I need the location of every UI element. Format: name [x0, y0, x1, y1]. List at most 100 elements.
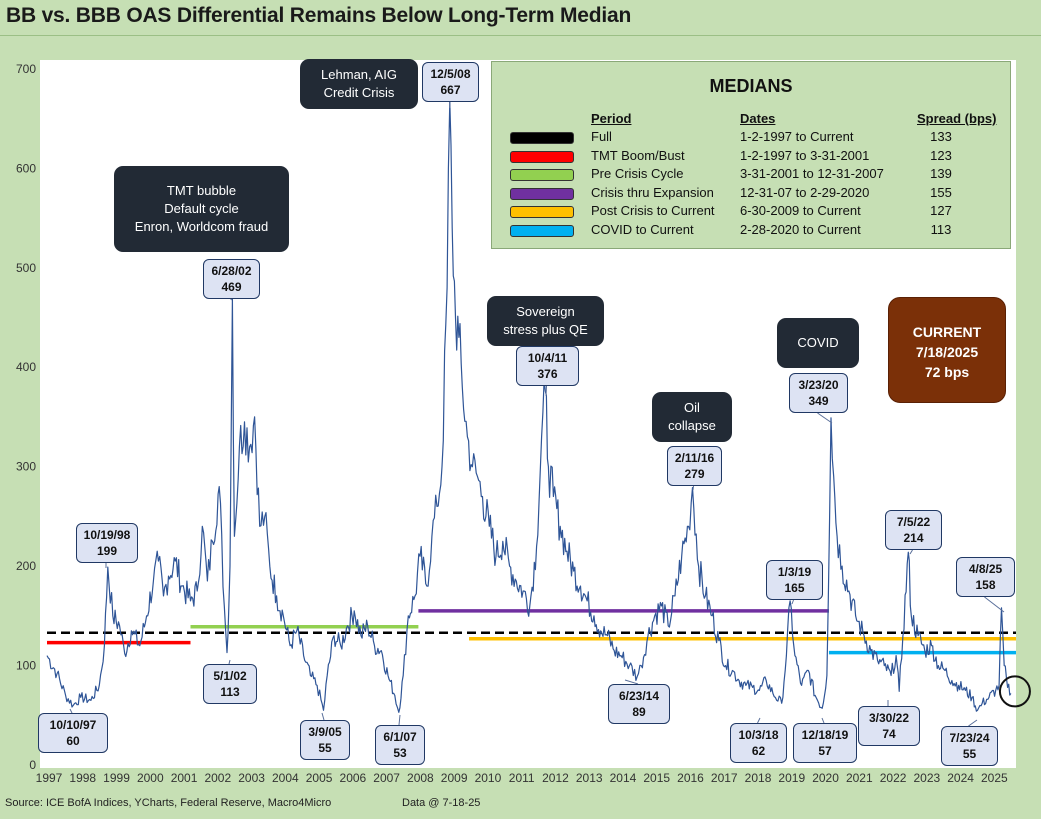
x-tick-label: 2025 [981, 771, 1008, 785]
x-tick-label: 2005 [306, 771, 333, 785]
medians-spread: 139 [930, 166, 952, 181]
callout-leader-lines [69, 101, 1005, 727]
x-tick-label: 2010 [475, 771, 502, 785]
callout-box: 4/8/25 158 [956, 557, 1015, 597]
x-tick-label: 2021 [846, 771, 873, 785]
callout-box: 7/5/22 214 [885, 510, 942, 550]
callout-leader [398, 714, 401, 726]
x-tick-label: 2000 [137, 771, 164, 785]
data-date-note: Data @ 7-18-25 [402, 797, 481, 809]
medians-dates: 6-30-2009 to Current [740, 203, 861, 218]
event-box-line: COVID [797, 335, 839, 350]
medians-swatch [510, 187, 574, 200]
medians-spread: 127 [930, 203, 952, 218]
callout-value: 62 [751, 744, 766, 758]
medians-dates: 1-2-1997 to Current [740, 129, 854, 144]
x-tick-label: 1999 [103, 771, 130, 785]
callout-value: 113 [220, 685, 240, 699]
medians-row: COVID to Current 2-28-2020 to Current 113 [492, 222, 1010, 240]
event-box-line: stress plus QE [503, 322, 588, 337]
callout-date: 3/9/05 [308, 725, 342, 739]
callout-date: 5/1/02 [213, 669, 247, 683]
callout-leader [984, 596, 1005, 613]
callout-value: 376 [537, 367, 558, 381]
x-tick-label: 2004 [272, 771, 299, 785]
medians-row: Post Crisis to Current 6-30-2009 to Curre… [492, 203, 1010, 221]
x-tick-label: 2013 [576, 771, 603, 785]
medians-row: Full 1-2-1997 to Current 133 [492, 129, 1010, 147]
x-tick-label: 2018 [745, 771, 772, 785]
callout-value: 165 [784, 581, 805, 595]
callout-date: 4/8/25 [968, 562, 1003, 576]
y-tick-label: 100 [16, 659, 36, 673]
callout-box: 3/23/20 349 [789, 373, 848, 413]
callout-box: 12/5/08 667 [422, 62, 479, 102]
callout-leader [449, 101, 451, 109]
x-axis: 1997 1998 1999 2000 2001 2002 2003 2004 2005 2006… [36, 771, 1008, 785]
y-tick-label: 400 [16, 360, 36, 374]
callout-value: 89 [632, 705, 646, 719]
callout-leader [968, 719, 978, 727]
y-axis: 0 100 200 300 400 500 600 700 [16, 62, 36, 772]
callout-value: 199 [96, 544, 118, 558]
series-line-0 [46, 101, 1012, 713]
callout-box: 10/19/98 199 [76, 523, 138, 563]
callout-box: 5/1/02 113 [203, 664, 257, 704]
chart-title: BB vs. BBB OAS Differential Remains Belo… [6, 4, 632, 27]
callout-box: 12/18/19 57 [793, 723, 857, 763]
medians-period: TMT Boom/Bust [591, 147, 685, 163]
callout-date: 6/23/14 [618, 689, 660, 703]
callout-leader [817, 412, 833, 424]
callout-date: 12/5/08 [430, 67, 471, 81]
callout-box: 6/23/14 89 [608, 684, 670, 724]
x-tick-label: 2007 [373, 771, 400, 785]
y-tick-label: 200 [16, 559, 36, 573]
x-tick-label: 2014 [610, 771, 637, 785]
medians-swatch [510, 206, 574, 218]
x-tick-label: 2016 [677, 771, 704, 785]
medians-swatch [510, 224, 574, 237]
medians-title: MEDIANS [709, 76, 793, 96]
callout-leader [69, 708, 73, 714]
x-tick-label: 2008 [407, 771, 434, 785]
x-tick-label: 1998 [69, 771, 96, 785]
medians-row: Crisis thru Expansion 12-31-07 to 2-29-20… [492, 185, 1010, 203]
callout-date: 10/10/97 [49, 718, 97, 732]
medians-dates: 1-2-1997 to 3-31-2001 [740, 147, 870, 163]
source-note: Source: ICE BofA Indices, YCharts, Feder… [5, 797, 332, 809]
callout-box: 1/3/19 165 [766, 560, 823, 600]
y-tick-label: 300 [16, 460, 36, 474]
callout-box: 6/1/07 53 [375, 725, 425, 765]
x-tick-label: 2019 [778, 771, 805, 785]
current-label: CURRENT [912, 324, 982, 340]
callout-date: 7/23/24 [949, 731, 990, 745]
callout-date: 7/5/22 [896, 515, 931, 529]
event-box-line: TMT bubble [166, 183, 237, 198]
current-date: 7/18/2025 [915, 344, 979, 360]
callout-value: 53 [393, 746, 407, 760]
callout-date: 10/19/98 [83, 528, 131, 542]
callout-box: 10/3/18 62 [730, 723, 787, 763]
callout-value: 55 [962, 747, 977, 761]
title-divider [0, 35, 1041, 36]
x-tick-label: 2024 [947, 771, 974, 785]
medians-period: Crisis thru Expansion [591, 184, 714, 200]
callout-box: 3/30/22 74 [858, 706, 920, 746]
x-tick-label: 2006 [340, 771, 367, 785]
median-lines [47, 609, 1016, 655]
medians-spread: 113 [930, 221, 952, 237]
x-tick-label: 2009 [441, 771, 468, 785]
callout-leader [909, 549, 913, 555]
medians-row: TMT Boom/Bust 1-2-1997 to 3-31-2001 123 [492, 148, 1010, 166]
callout-value: 667 [440, 83, 461, 97]
event-box-line: Sovereign [516, 304, 575, 319]
event-box-line: Lehman, AIG [321, 67, 397, 82]
series-group [46, 101, 1031, 713]
callout-value: 469 [221, 280, 242, 294]
callout-leader [757, 717, 761, 724]
callout-box: 10/10/97 60 [38, 713, 108, 753]
callout-date: 10/3/18 [738, 728, 779, 742]
event-box-tmt: TMT bubble Default cycle Enron, Worldcom f… [114, 166, 289, 252]
event-box-oil: Oil collapse [652, 392, 732, 442]
